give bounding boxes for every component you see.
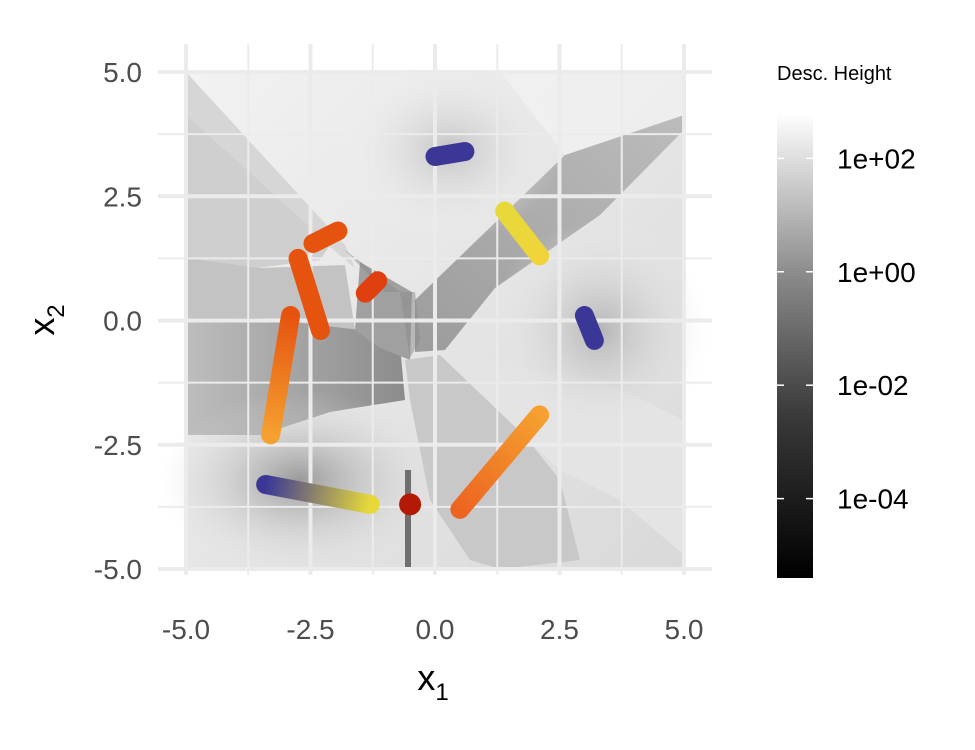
legend-label: 1e-02 [837, 370, 909, 401]
x-tick-label: 5.0 [665, 614, 704, 645]
legend: Desc. Height 1e+02 1e+00 1e-02 1e-04 [777, 63, 916, 578]
x-tick-labels: -5.0 -2.5 0.0 2.5 5.0 [162, 614, 704, 645]
heatmap-region [186, 72, 355, 268]
grid-major [158, 44, 712, 575]
series-point [399, 493, 422, 516]
heatmap-streak [405, 470, 411, 569]
series-path [495, 201, 550, 266]
heatmap-region [345, 250, 420, 358]
x-tick-label: 0.0 [416, 614, 455, 645]
legend-colorbar [777, 113, 813, 578]
y-tick-label: 5.0 [103, 57, 142, 88]
series-path [355, 271, 388, 303]
legend-label: 1e+02 [837, 143, 916, 174]
heatmap-region [500, 72, 684, 155]
series-layer [256, 142, 604, 519]
heatmap-region [186, 115, 330, 270]
y-tick-labels: 5.0 2.5 0.0 -2.5 -5.0 [94, 57, 142, 585]
series-path [256, 475, 380, 514]
series-path [574, 306, 604, 350]
series-path [450, 405, 550, 519]
y-axis-title-sub: 2 [43, 304, 70, 317]
y-tick-label: -5.0 [94, 554, 142, 585]
x-tick-label: 2.5 [540, 614, 579, 645]
legend-label: 1e-04 [837, 484, 909, 515]
grid-minor [158, 44, 712, 575]
heatmap-glow [160, 390, 440, 570]
y-tick-label: 2.5 [103, 181, 142, 212]
y-tick-label: -2.5 [94, 430, 142, 461]
y-tick-label: 0.0 [103, 306, 142, 337]
y-axis-title-base: x [21, 318, 62, 336]
y-axis-title: x2 [21, 304, 70, 335]
legend-label: 1e+00 [837, 257, 916, 288]
legend-ticks: 1e+02 1e+00 1e-02 1e-04 [777, 143, 916, 515]
x-axis-title-base: x [417, 657, 435, 698]
series-path [425, 142, 475, 166]
legend-title: Desc. Height [777, 63, 892, 85]
series-path [288, 248, 330, 340]
x-tick-label: -2.5 [286, 614, 334, 645]
x-axis-title: x1 [417, 657, 448, 706]
x-tick-label: -5.0 [162, 614, 210, 645]
series-path [303, 221, 348, 253]
series-path [261, 306, 301, 445]
x-axis-title-sub: 1 [435, 679, 448, 706]
